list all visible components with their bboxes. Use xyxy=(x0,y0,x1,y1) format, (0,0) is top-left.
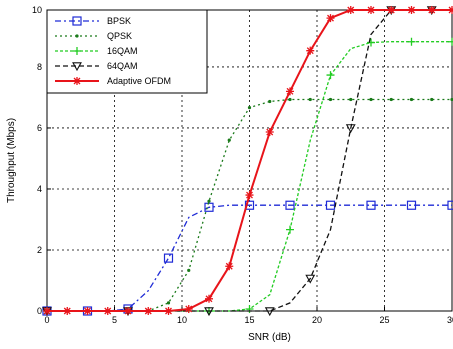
legend-label: 16QAM xyxy=(107,46,138,56)
legend: BPSK QPSK 16QAM 64QAM Adaptive OFDM xyxy=(46,9,208,94)
data-point xyxy=(346,6,355,14)
data-point xyxy=(225,262,234,271)
data-point xyxy=(103,307,112,315)
y-tick-label: 10 xyxy=(32,5,42,15)
data-point xyxy=(367,6,375,14)
legend-entry: QPSK xyxy=(55,31,132,41)
legend-entry: BPSK xyxy=(55,16,131,26)
x-tick-label: 5 xyxy=(112,315,117,325)
x-tick-label: 15 xyxy=(244,315,254,325)
data-point xyxy=(389,97,393,102)
data-point xyxy=(205,294,213,303)
y-tick-label: 6 xyxy=(37,123,42,133)
data-point xyxy=(366,200,376,210)
data-point xyxy=(349,97,353,102)
data-point xyxy=(369,97,373,102)
data-point xyxy=(305,274,316,284)
data-point xyxy=(124,307,132,315)
data-point xyxy=(450,97,453,102)
data-point xyxy=(43,307,51,315)
data-point xyxy=(448,6,453,14)
data-point xyxy=(328,97,333,102)
y-tick-label: 2 xyxy=(37,245,42,255)
data-point xyxy=(448,37,453,46)
y-tick-label: 0 xyxy=(37,306,42,316)
x-axis-label: SNR (dB) xyxy=(248,332,291,343)
data-point xyxy=(325,200,336,210)
data-point xyxy=(187,268,191,272)
legend-entry: 16QAM xyxy=(55,46,138,56)
series-layer xyxy=(42,6,453,317)
legend-label: QPSK xyxy=(107,31,132,41)
data-point xyxy=(227,138,231,142)
data-point xyxy=(264,307,275,317)
legend-label: BPSK xyxy=(107,16,131,26)
data-point xyxy=(406,200,417,210)
y-tick-label: 8 xyxy=(37,62,42,72)
y-tick-label: 4 xyxy=(37,184,42,194)
data-point xyxy=(427,6,436,14)
y-axis-label: Throughput (Mbps) xyxy=(6,118,17,203)
x-tick-label: 20 xyxy=(312,315,322,325)
legend-entry: 64QAM xyxy=(55,61,138,72)
data-point xyxy=(286,225,294,234)
data-point xyxy=(447,200,453,210)
data-point xyxy=(144,307,153,315)
data-point xyxy=(184,304,193,313)
data-point xyxy=(204,307,214,317)
data-point xyxy=(164,307,173,315)
data-point xyxy=(326,14,335,23)
x-tick-label: 25 xyxy=(379,315,389,325)
data-point xyxy=(245,191,254,200)
data-point xyxy=(207,199,211,203)
legend-marker xyxy=(73,77,81,85)
data-point xyxy=(306,46,315,55)
series-adaptive-ofdm xyxy=(43,6,453,315)
data-point xyxy=(166,301,171,305)
data-point xyxy=(430,97,434,102)
data-point xyxy=(63,307,72,315)
data-point xyxy=(288,97,292,102)
x-tick-label: 30 xyxy=(447,315,453,325)
series-line xyxy=(47,204,452,312)
legend-marker xyxy=(72,16,82,26)
data-point xyxy=(83,307,92,315)
data-point xyxy=(367,38,375,47)
legend-label: Adaptive OFDM xyxy=(107,76,171,86)
x-tick-label: 10 xyxy=(177,315,187,325)
data-point xyxy=(247,106,252,110)
data-point xyxy=(387,6,396,14)
x-tick-label: 0 xyxy=(44,315,49,325)
legend-entry: Adaptive OFDM xyxy=(55,76,171,86)
data-point xyxy=(407,6,416,14)
data-point xyxy=(407,37,416,46)
data-point xyxy=(308,97,312,102)
legend-marker xyxy=(73,47,81,55)
legend-marker xyxy=(72,62,82,72)
data-point xyxy=(244,200,255,210)
data-point xyxy=(286,87,294,96)
data-point xyxy=(285,200,295,210)
data-point xyxy=(245,304,254,313)
legend-marker xyxy=(75,34,79,38)
series-bpsk xyxy=(42,200,453,316)
legend-label: 64QAM xyxy=(107,61,138,71)
data-point xyxy=(326,71,335,80)
data-point xyxy=(345,124,356,134)
data-point xyxy=(409,97,414,102)
data-point xyxy=(163,253,174,263)
data-point xyxy=(265,128,274,137)
data-point xyxy=(268,99,272,104)
